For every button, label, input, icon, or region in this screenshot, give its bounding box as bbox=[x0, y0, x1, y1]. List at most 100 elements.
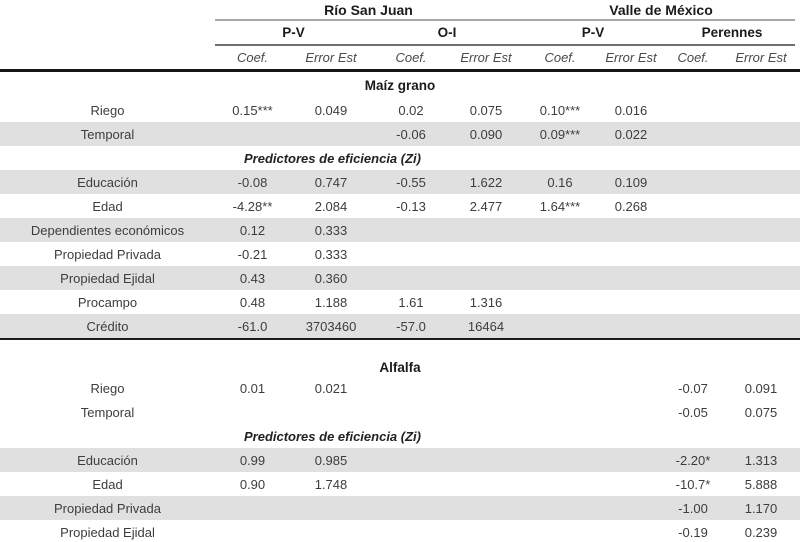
cell-value: 2.477 bbox=[469, 198, 503, 214]
col-header-error-est: Error Est bbox=[735, 50, 787, 65]
section-divider-rule bbox=[0, 338, 800, 340]
group-header-rule bbox=[215, 19, 795, 21]
group-header-valle-de-mexico: Valle de México bbox=[609, 1, 713, 18]
cell-value: 0.075 bbox=[744, 404, 778, 420]
col-header-coef: Coef. bbox=[236, 50, 269, 65]
table-row: Predictores de eficiencia (Zi) bbox=[0, 424, 800, 448]
row-label: Temporal bbox=[80, 404, 135, 420]
cell-value: 1.748 bbox=[314, 476, 348, 492]
subgroup-header-oi-rsj: O-I bbox=[437, 25, 457, 40]
table-row: Edad 0.90 1.748 -10.7* 5.888 bbox=[0, 472, 800, 496]
cell-value: -0.08 bbox=[237, 174, 268, 190]
table-row: Dependientes económicos 0.12 0.333 bbox=[0, 218, 800, 242]
cell-value: 0.075 bbox=[469, 102, 503, 118]
cell-value: 3703460 bbox=[305, 318, 357, 334]
col-header-coef: Coef. bbox=[677, 50, 709, 65]
cell-value: -4.28** bbox=[232, 198, 273, 214]
cell-value: -0.13 bbox=[396, 198, 426, 214]
cell-value: 16464 bbox=[467, 318, 505, 334]
section-title: Maíz grano bbox=[364, 77, 436, 93]
row-label: Educación bbox=[77, 452, 138, 468]
cell-value: 0.10*** bbox=[539, 102, 581, 118]
row-label: Propiedad Ejidal bbox=[60, 270, 155, 286]
section-title-row: Maíz grano bbox=[0, 72, 800, 98]
row-label: Propiedad Privada bbox=[54, 246, 161, 262]
cell-value: 0.090 bbox=[469, 126, 503, 142]
cell-value: 0.01 bbox=[239, 380, 266, 396]
cell-value: 0.99 bbox=[239, 452, 266, 468]
col-header-coef: Coef. bbox=[395, 50, 427, 65]
cell-value: 0.268 bbox=[614, 198, 648, 214]
table-row: Propiedad Privada -1.00 1.170 bbox=[0, 496, 800, 520]
cell-value: 1.61 bbox=[398, 294, 424, 310]
section-title: Alfalfa bbox=[379, 359, 421, 375]
table-row: Temporal -0.06 0.090 0.09*** 0.022 bbox=[0, 122, 800, 146]
cell-value: 1.170 bbox=[744, 500, 778, 516]
table-group-header-row: Río San Juan Valle de México bbox=[0, 0, 800, 19]
efficiency-predictors-subheader: Predictores de eficiencia (Zi) bbox=[243, 428, 421, 444]
cell-value: 2.084 bbox=[314, 198, 348, 214]
subgroup-header-pv-rsj: P-V bbox=[282, 25, 305, 40]
header-body-rule bbox=[0, 69, 800, 72]
table-row: Riego 0.01 0.021 -0.07 0.091 bbox=[0, 376, 800, 400]
row-label: Temporal bbox=[80, 126, 135, 142]
table-row: Propiedad Ejidal 0.43 0.360 bbox=[0, 266, 800, 290]
cell-value: -0.06 bbox=[396, 126, 426, 142]
row-label: Edad bbox=[92, 198, 123, 214]
cell-value: -0.21 bbox=[237, 246, 268, 262]
cell-value: 0.333 bbox=[314, 246, 348, 262]
cell-value: 1.316 bbox=[469, 294, 503, 310]
table-row: Edad -4.28** 2.084 -0.13 2.477 1.64*** 0.268 bbox=[0, 194, 800, 218]
table-row: Educación -0.08 0.747 -0.55 1.622 0.16 0.109 bbox=[0, 170, 800, 194]
col-header-coef: Coef. bbox=[544, 50, 576, 65]
row-label: Educación bbox=[77, 174, 138, 190]
cell-value: 0.985 bbox=[314, 452, 348, 468]
table-row: Crédito -61.0 3703460 -57.0 16464 bbox=[0, 314, 800, 338]
cell-value: 0.109 bbox=[614, 174, 648, 190]
row-label: Crédito bbox=[86, 318, 129, 334]
cell-value: 0.16 bbox=[547, 174, 573, 190]
section-title-row: Alfalfa bbox=[0, 358, 800, 376]
col-header-error-est: Error Est bbox=[605, 50, 657, 65]
cell-value: -2.20* bbox=[675, 452, 711, 468]
cell-value: 0.48 bbox=[239, 294, 266, 310]
row-label: Riego bbox=[90, 102, 125, 118]
col-header-error-est: Error Est bbox=[460, 50, 512, 65]
row-label: Riego bbox=[90, 380, 125, 396]
table-row: Propiedad Ejidal -0.19 0.239 bbox=[0, 520, 800, 542]
table-column-header-row: Coef. Error Est Coef. Error Est Coef. Er… bbox=[0, 46, 800, 69]
cell-value: 1.313 bbox=[744, 452, 778, 468]
cell-value: -0.19 bbox=[678, 524, 708, 540]
cell-value: 0.016 bbox=[614, 102, 648, 118]
cell-value: 0.049 bbox=[314, 102, 348, 118]
cell-value: 0.360 bbox=[314, 270, 348, 286]
cell-value: 1.622 bbox=[469, 174, 503, 190]
row-label: Dependientes económicos bbox=[30, 222, 185, 238]
table-subgroup-header-row: P-V O-I P-V Perennes bbox=[0, 21, 800, 44]
cell-value: -1.00 bbox=[678, 500, 708, 516]
efficiency-predictors-subheader: Predictores de eficiencia (Zi) bbox=[243, 150, 421, 166]
cell-value: -0.55 bbox=[396, 174, 426, 190]
row-label: Propiedad Ejidal bbox=[60, 524, 155, 540]
cell-value: 5.888 bbox=[744, 476, 778, 492]
cell-value: 1.64*** bbox=[539, 198, 581, 214]
row-label: Procampo bbox=[77, 294, 138, 310]
table-row: Procampo 0.48 1.188 1.61 1.316 bbox=[0, 290, 800, 314]
cell-value: 0.333 bbox=[314, 222, 348, 238]
col-header-error-est: Error Est bbox=[305, 50, 357, 65]
table-row: Propiedad Privada -0.21 0.333 bbox=[0, 242, 800, 266]
table-row: Temporal -0.05 0.075 bbox=[0, 400, 800, 424]
subgroup-header-perennes: Perennes bbox=[701, 25, 763, 40]
row-label: Propiedad Privada bbox=[54, 500, 161, 516]
cell-value: -10.7* bbox=[675, 476, 711, 492]
cell-value: 0.43 bbox=[239, 270, 266, 286]
table-row: Predictores de eficiencia (Zi) bbox=[0, 146, 800, 170]
cell-value: 0.021 bbox=[314, 380, 348, 396]
cell-value: -57.0 bbox=[396, 318, 426, 334]
row-label: Edad bbox=[92, 476, 123, 492]
cell-value: 0.15*** bbox=[232, 102, 273, 118]
cell-value: 0.022 bbox=[614, 126, 648, 142]
group-header-rio-san-juan: Río San Juan bbox=[324, 1, 413, 18]
table-row: Educación 0.99 0.985 -2.20* 1.313 bbox=[0, 448, 800, 472]
subgroup-header-rule bbox=[215, 44, 795, 46]
